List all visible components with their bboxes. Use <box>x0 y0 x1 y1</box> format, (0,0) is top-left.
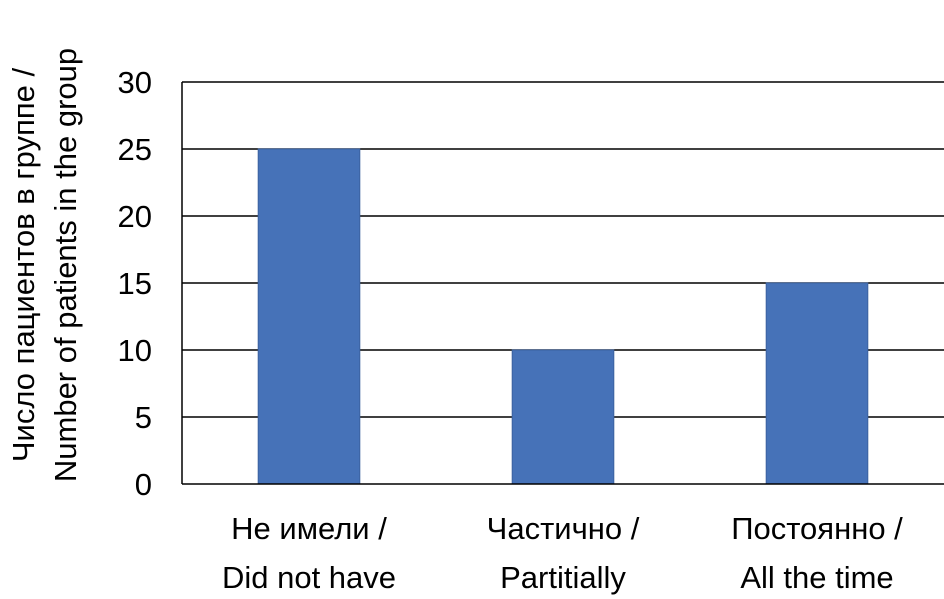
y-tick-label-20: 20 <box>118 199 152 234</box>
x-category-labels: Не имели / Did not have Частично / Partitia… <box>222 511 903 595</box>
x-category-label-1-line-2: Did not have <box>222 560 396 595</box>
y-tick-label-30: 30 <box>118 65 152 100</box>
axes <box>181 82 944 485</box>
x-category-label-1-line-1: Не имели / <box>231 511 387 546</box>
x-category-label-2-line-1: Частично / <box>487 511 640 546</box>
bar-3 <box>765 282 869 485</box>
bars <box>257 148 869 485</box>
y-tick-label-15: 15 <box>118 266 152 301</box>
bar-1 <box>257 148 361 485</box>
y-axis-title-line-1: Число пациентов в группе / <box>6 68 41 463</box>
x-category-label-3-line-2: All the time <box>740 560 893 595</box>
y-tick-label-5: 5 <box>135 400 152 435</box>
x-category-label-2-line-2: Partitially <box>500 560 626 595</box>
y-tick-labels: 0 5 10 15 20 25 30 <box>118 65 152 502</box>
y-axis-title: Число пациентов в группе / Number of pat… <box>6 48 83 482</box>
y-tick-label-10: 10 <box>118 333 152 368</box>
y-tick-label-0: 0 <box>135 467 152 502</box>
y-axis-title-line-2: Number of patients in the group <box>48 48 83 482</box>
bar-2 <box>511 349 615 485</box>
x-category-label-3-line-1: Постоянно / <box>731 511 903 546</box>
y-tick-label-25: 25 <box>118 132 152 167</box>
